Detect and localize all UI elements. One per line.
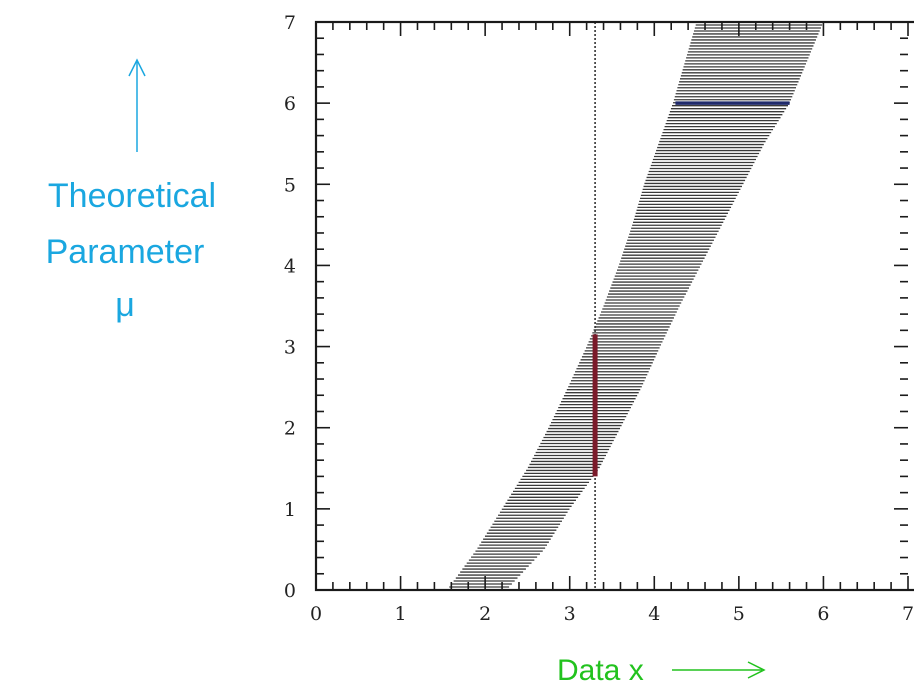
y-tick-label: 2: [284, 418, 296, 440]
y-annotation-line-3: μ: [115, 286, 135, 324]
y-arrow-head: [128, 58, 146, 77]
x-tick-label: 4: [648, 603, 660, 625]
plot-frame: [314, 20, 914, 592]
x-arrow-head: [747, 661, 766, 679]
x-axis-ticks: 0 1 2 3 4 5 6 7: [310, 603, 914, 625]
y-tick-label: 7: [284, 12, 296, 34]
x-tick-label: 3: [564, 603, 576, 625]
x-tick-label: 6: [817, 603, 829, 625]
x-tick-label: 5: [733, 603, 745, 625]
x-tick-label: 1: [395, 603, 407, 625]
confidence-belt-band: [447, 21, 824, 591]
x-tick-label: 2: [479, 603, 491, 625]
y-tick-label: 5: [284, 174, 296, 196]
x-tick-label: 0: [310, 603, 322, 625]
y-annotation: Theoretical Parameter μ: [46, 58, 216, 324]
y-tick-label: 1: [284, 499, 296, 521]
y-tick-label: 0: [284, 580, 296, 602]
x-annotation: Data x: [557, 654, 766, 687]
y-tick-label: 6: [284, 93, 296, 115]
y-annotation-line-1: Theoretical: [48, 177, 216, 215]
x-annotation-label: Data x: [557, 654, 644, 687]
y-tick-label: 3: [284, 337, 296, 359]
y-axis-ticks: 0 1 2 3 4 5 6 7: [284, 12, 296, 602]
minor-ticks: [315, 21, 909, 591]
y-annotation-line-2: Parameter: [46, 233, 205, 271]
y-tick-label: 4: [284, 255, 296, 277]
x-tick-label: 7: [902, 603, 914, 625]
